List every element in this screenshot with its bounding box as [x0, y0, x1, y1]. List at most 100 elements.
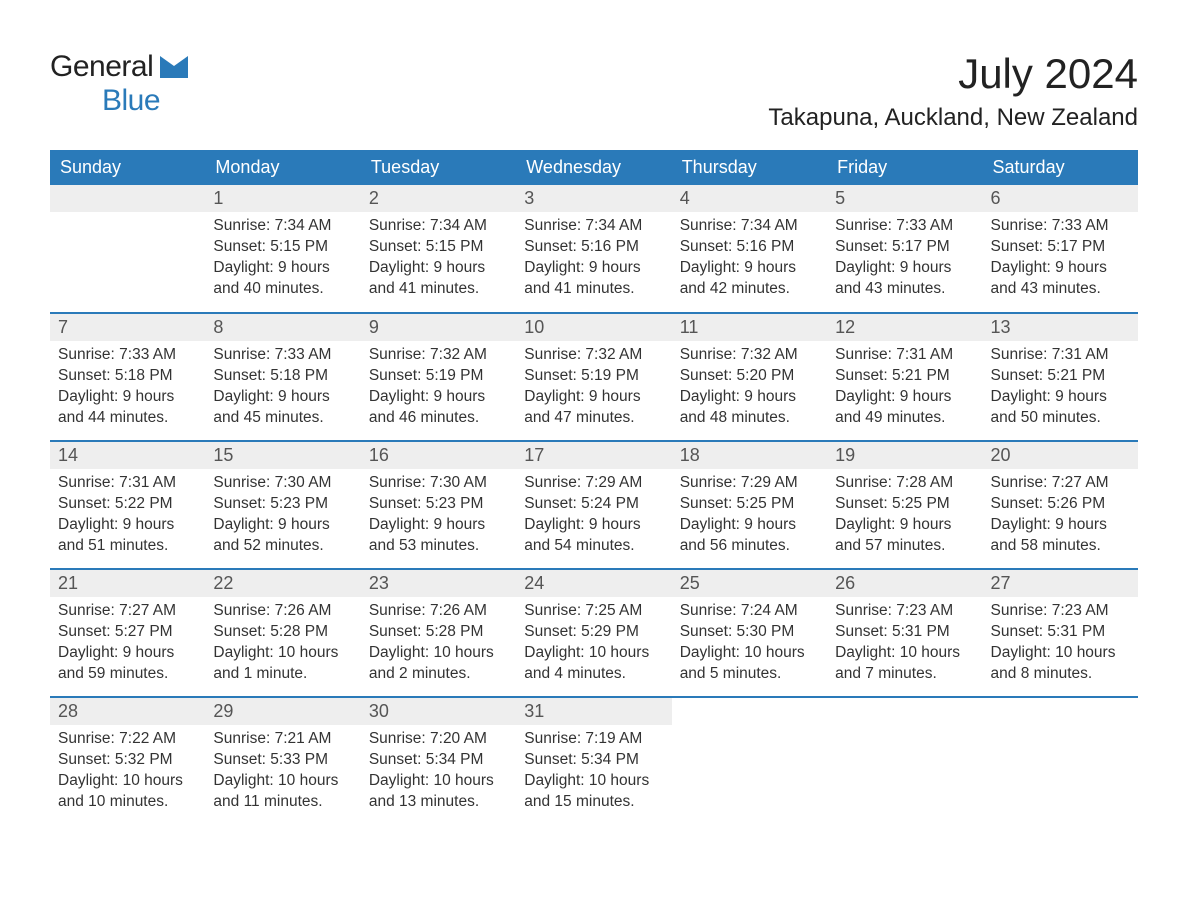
day-number: 10: [516, 314, 671, 341]
sunset-text: Sunset: 5:15 PM: [213, 237, 352, 258]
calendar-cell: 18Sunrise: 7:29 AMSunset: 5:25 PMDayligh…: [672, 441, 827, 569]
day-body: Sunrise: 7:21 AMSunset: 5:33 PMDaylight:…: [205, 725, 360, 821]
sunset-text: Sunset: 5:27 PM: [58, 622, 197, 643]
calendar-cell: [672, 697, 827, 825]
day-body: Sunrise: 7:32 AMSunset: 5:20 PMDaylight:…: [672, 341, 827, 437]
daylight-text: Daylight: 10 hours and 13 minutes.: [369, 771, 508, 813]
day-body: Sunrise: 7:30 AMSunset: 5:23 PMDaylight:…: [205, 469, 360, 565]
day-body: Sunrise: 7:34 AMSunset: 5:16 PMDaylight:…: [672, 212, 827, 308]
calendar-cell: 1Sunrise: 7:34 AMSunset: 5:15 PMDaylight…: [205, 185, 360, 313]
calendar-cell: 30Sunrise: 7:20 AMSunset: 5:34 PMDayligh…: [361, 697, 516, 825]
calendar-cell: [827, 697, 982, 825]
sunrise-text: Sunrise: 7:27 AM: [991, 473, 1130, 494]
day-body: Sunrise: 7:25 AMSunset: 5:29 PMDaylight:…: [516, 597, 671, 693]
sunrise-text: Sunrise: 7:21 AM: [213, 729, 352, 750]
daylight-text: Daylight: 10 hours and 2 minutes.: [369, 643, 508, 685]
daylight-text: Daylight: 9 hours and 41 minutes.: [369, 258, 508, 300]
day-number: 14: [50, 442, 205, 469]
calendar-cell: 29Sunrise: 7:21 AMSunset: 5:33 PMDayligh…: [205, 697, 360, 825]
day-number: 20: [983, 442, 1138, 469]
sunrise-text: Sunrise: 7:32 AM: [680, 345, 819, 366]
sunset-text: Sunset: 5:16 PM: [680, 237, 819, 258]
daylight-text: Daylight: 9 hours and 52 minutes.: [213, 515, 352, 557]
sunset-text: Sunset: 5:17 PM: [991, 237, 1130, 258]
day-header: Tuesday: [361, 150, 516, 185]
sunrise-text: Sunrise: 7:23 AM: [991, 601, 1130, 622]
day-body: Sunrise: 7:27 AMSunset: 5:26 PMDaylight:…: [983, 469, 1138, 565]
sunrise-text: Sunrise: 7:29 AM: [680, 473, 819, 494]
daylight-text: Daylight: 9 hours and 48 minutes.: [680, 387, 819, 429]
sunrise-text: Sunrise: 7:31 AM: [835, 345, 974, 366]
day-number: 12: [827, 314, 982, 341]
sunrise-text: Sunrise: 7:33 AM: [835, 216, 974, 237]
day-number-empty: [50, 185, 205, 212]
sunset-text: Sunset: 5:21 PM: [991, 366, 1130, 387]
day-number: 8: [205, 314, 360, 341]
sunrise-text: Sunrise: 7:34 AM: [524, 216, 663, 237]
daylight-text: Daylight: 10 hours and 7 minutes.: [835, 643, 974, 685]
sunset-text: Sunset: 5:28 PM: [369, 622, 508, 643]
calendar-cell: 9Sunrise: 7:32 AMSunset: 5:19 PMDaylight…: [361, 313, 516, 441]
daylight-text: Daylight: 9 hours and 49 minutes.: [835, 387, 974, 429]
day-number: 4: [672, 185, 827, 212]
day-number: 24: [516, 570, 671, 597]
day-number: 9: [361, 314, 516, 341]
calendar-cell: 7Sunrise: 7:33 AMSunset: 5:18 PMDaylight…: [50, 313, 205, 441]
sunrise-text: Sunrise: 7:33 AM: [58, 345, 197, 366]
day-body: Sunrise: 7:34 AMSunset: 5:16 PMDaylight:…: [516, 212, 671, 308]
sunrise-text: Sunrise: 7:28 AM: [835, 473, 974, 494]
calendar-cell: 13Sunrise: 7:31 AMSunset: 5:21 PMDayligh…: [983, 313, 1138, 441]
sunset-text: Sunset: 5:29 PM: [524, 622, 663, 643]
daylight-text: Daylight: 10 hours and 15 minutes.: [524, 771, 663, 813]
day-body: Sunrise: 7:30 AMSunset: 5:23 PMDaylight:…: [361, 469, 516, 565]
calendar-cell: 20Sunrise: 7:27 AMSunset: 5:26 PMDayligh…: [983, 441, 1138, 569]
sunrise-text: Sunrise: 7:23 AM: [835, 601, 974, 622]
sunrise-text: Sunrise: 7:30 AM: [369, 473, 508, 494]
day-body: Sunrise: 7:34 AMSunset: 5:15 PMDaylight:…: [205, 212, 360, 308]
day-number: 23: [361, 570, 516, 597]
day-number: 11: [672, 314, 827, 341]
sunrise-text: Sunrise: 7:29 AM: [524, 473, 663, 494]
sunset-text: Sunset: 5:31 PM: [991, 622, 1130, 643]
day-body: Sunrise: 7:31 AMSunset: 5:21 PMDaylight:…: [827, 341, 982, 437]
day-body: Sunrise: 7:31 AMSunset: 5:22 PMDaylight:…: [50, 469, 205, 565]
sunrise-text: Sunrise: 7:25 AM: [524, 601, 663, 622]
calendar-cell: 23Sunrise: 7:26 AMSunset: 5:28 PMDayligh…: [361, 569, 516, 697]
sunrise-text: Sunrise: 7:34 AM: [680, 216, 819, 237]
day-number: 31: [516, 698, 671, 725]
daylight-text: Daylight: 10 hours and 10 minutes.: [58, 771, 197, 813]
calendar-cell: 3Sunrise: 7:34 AMSunset: 5:16 PMDaylight…: [516, 185, 671, 313]
sunset-text: Sunset: 5:33 PM: [213, 750, 352, 771]
sunrise-text: Sunrise: 7:32 AM: [369, 345, 508, 366]
day-number: 28: [50, 698, 205, 725]
daylight-text: Daylight: 10 hours and 4 minutes.: [524, 643, 663, 685]
calendar-cell: 31Sunrise: 7:19 AMSunset: 5:34 PMDayligh…: [516, 697, 671, 825]
day-number: 3: [516, 185, 671, 212]
daylight-text: Daylight: 9 hours and 53 minutes.: [369, 515, 508, 557]
day-body: Sunrise: 7:23 AMSunset: 5:31 PMDaylight:…: [827, 597, 982, 693]
sunset-text: Sunset: 5:30 PM: [680, 622, 819, 643]
calendar-cell: 28Sunrise: 7:22 AMSunset: 5:32 PMDayligh…: [50, 697, 205, 825]
sunset-text: Sunset: 5:16 PM: [524, 237, 663, 258]
day-number: 16: [361, 442, 516, 469]
day-number: 25: [672, 570, 827, 597]
day-body: Sunrise: 7:23 AMSunset: 5:31 PMDaylight:…: [983, 597, 1138, 693]
sunset-text: Sunset: 5:18 PM: [58, 366, 197, 387]
day-number: 18: [672, 442, 827, 469]
day-body: Sunrise: 7:27 AMSunset: 5:27 PMDaylight:…: [50, 597, 205, 693]
day-body: Sunrise: 7:33 AMSunset: 5:18 PMDaylight:…: [50, 341, 205, 437]
daylight-text: Daylight: 9 hours and 41 minutes.: [524, 258, 663, 300]
sunset-text: Sunset: 5:34 PM: [369, 750, 508, 771]
day-number: 27: [983, 570, 1138, 597]
calendar-cell: 25Sunrise: 7:24 AMSunset: 5:30 PMDayligh…: [672, 569, 827, 697]
calendar-cell: 15Sunrise: 7:30 AMSunset: 5:23 PMDayligh…: [205, 441, 360, 569]
day-number: 19: [827, 442, 982, 469]
calendar-week-row: 7Sunrise: 7:33 AMSunset: 5:18 PMDaylight…: [50, 313, 1138, 441]
daylight-text: Daylight: 9 hours and 58 minutes.: [991, 515, 1130, 557]
daylight-text: Daylight: 9 hours and 43 minutes.: [991, 258, 1130, 300]
sunrise-text: Sunrise: 7:22 AM: [58, 729, 197, 750]
sunrise-text: Sunrise: 7:26 AM: [213, 601, 352, 622]
calendar-cell: [50, 185, 205, 313]
sunset-text: Sunset: 5:17 PM: [835, 237, 974, 258]
calendar-table: SundayMondayTuesdayWednesdayThursdayFrid…: [50, 150, 1138, 825]
